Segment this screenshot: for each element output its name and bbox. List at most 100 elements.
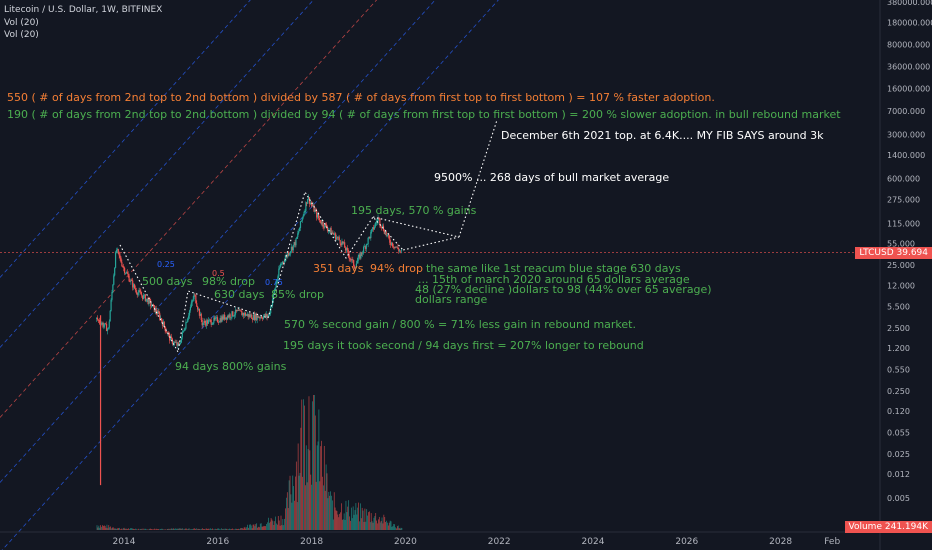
volume-bar <box>123 527 125 530</box>
volume-bar <box>127 529 129 530</box>
annotation-rebound-195[interactable]: 195 days it took second / 94 days first … <box>283 339 644 352</box>
volume-bar <box>304 405 305 530</box>
x-axis-tick-label: 2024 <box>582 537 605 547</box>
price-candle-body <box>142 295 145 299</box>
volume-bar <box>285 508 286 530</box>
volume-bar <box>171 528 173 530</box>
volume-bar <box>390 521 392 530</box>
volume-tag-value: 241.194K <box>884 522 928 532</box>
price-candle-body <box>276 280 278 284</box>
price-candle-body <box>133 284 136 289</box>
volume-bar <box>320 446 322 530</box>
price-candle-body <box>239 309 241 311</box>
price-candle-body <box>362 252 364 254</box>
volume-bar <box>342 519 344 530</box>
volume-bar <box>192 529 193 530</box>
annotation-dollars-range[interactable]: dollars range <box>415 293 488 306</box>
volume-bar <box>198 528 200 530</box>
volume-bar <box>292 475 294 530</box>
price-candle-body <box>299 221 302 229</box>
price-candle-body <box>350 259 352 261</box>
annotation-351-days[interactable]: 351 days <box>313 262 364 275</box>
y-axis-tick-label: 380000.000 <box>887 0 932 7</box>
price-candle-body <box>208 319 210 321</box>
price-candle-body <box>105 323 107 325</box>
price-candle-body <box>226 315 229 320</box>
fib-level-label: 0.25 <box>157 260 175 269</box>
fib-channel-line-0 <box>0 0 251 278</box>
volume-bar <box>248 527 249 530</box>
annotation-decline-range[interactable]: 48 (27% decline )dollars to 98 (44% over… <box>415 283 712 296</box>
volume-bar <box>101 526 102 530</box>
annotation-94-drop[interactable]: 94% drop <box>370 262 423 275</box>
volume-bar <box>387 522 388 530</box>
volume-bar <box>120 529 121 530</box>
volume-bar <box>181 528 183 530</box>
price-candle-body <box>117 249 119 252</box>
price-candle-body <box>286 255 288 257</box>
volume-indicator-2[interactable]: Vol (20) <box>4 30 39 40</box>
annotation-500-days[interactable]: 500 days <box>142 275 193 288</box>
volume-bar <box>383 514 385 530</box>
volume-bar <box>169 529 171 530</box>
fib-level-label: 0.75 <box>265 278 283 287</box>
price-candle-body <box>360 252 362 259</box>
price-candle-body <box>257 315 259 318</box>
price-candle-body <box>194 294 196 296</box>
volume-indicator-1[interactable]: Vol (20) <box>4 18 39 28</box>
price-candle-body <box>155 308 157 313</box>
price-candle-body <box>156 312 158 315</box>
volume-bar <box>245 528 247 530</box>
annotation-98-drop[interactable]: 98% drop <box>202 275 255 288</box>
price-candle-body <box>304 210 306 213</box>
volume-bar <box>362 510 364 530</box>
volume-bar <box>106 524 108 530</box>
annotation-second-gain[interactable]: 570 % second gain / 800 % = 71% less gai… <box>284 318 636 331</box>
price-candle-body <box>312 205 314 207</box>
price-candle-body <box>392 246 394 248</box>
price-candle-body <box>396 246 398 248</box>
volume-bar <box>395 527 396 530</box>
volume-bar <box>222 529 223 530</box>
price-candle-body <box>129 281 131 283</box>
annotation-orange-ratio[interactable]: 550 ( # of days from 2nd top to 2nd bott… <box>7 91 715 104</box>
volume-bar <box>276 523 277 530</box>
price-candle-body <box>177 342 179 346</box>
volume-bar <box>398 527 400 530</box>
annotation-green-ratio[interactable]: 190 ( # of days from 2nd top to 2nd bott… <box>7 108 841 121</box>
price-candle-body <box>192 298 194 301</box>
price-candle-body <box>147 298 149 304</box>
x-axis-tick-label: 2018 <box>300 537 323 547</box>
price-candle-body <box>314 210 316 212</box>
annotation-december-top[interactable]: December 6th 2021 top. at 6.4K.... MY FI… <box>501 129 824 142</box>
volume-bar <box>394 524 396 530</box>
annotation-march-2020[interactable]: ... 15th of march 2020 around 65 dollars… <box>418 273 690 286</box>
price-candle-body <box>151 305 153 307</box>
price-candle-body <box>265 314 267 317</box>
price-candle-body <box>188 310 191 316</box>
volume-bar <box>197 528 199 530</box>
volume-bar <box>275 516 276 530</box>
annotation-630-days[interactable]: 630 days <box>214 288 265 301</box>
annotation-reacum[interactable]: the same like 1st reacum blue stage 630 … <box>426 262 681 275</box>
annotation-195-days[interactable]: 195 days, 570 % gains <box>351 204 477 217</box>
volume-bar <box>369 522 371 530</box>
annotation-94-days-gains[interactable]: 94 days 800% gains <box>175 360 287 373</box>
volume-bar <box>401 528 403 530</box>
price-candle-body <box>243 312 246 316</box>
volume-bar <box>174 528 175 530</box>
volume-bar <box>132 528 134 530</box>
price-candle-body <box>137 292 139 295</box>
annotation-bull-average[interactable]: 9500% ... 268 days of bull market averag… <box>434 171 670 184</box>
price-candle-body <box>100 323 102 325</box>
price-candle-body <box>195 295 197 304</box>
price-candle-body <box>346 247 348 251</box>
annotation-85-drop[interactable]: 85% drop <box>271 288 324 301</box>
y-axis-tick-label: 1400.000 <box>887 151 925 160</box>
volume-bar <box>324 490 326 530</box>
y-axis-tick-label: 1.200 <box>887 344 910 353</box>
price-candle-body <box>183 330 185 332</box>
price-candle-body <box>186 322 188 323</box>
volume-bar <box>343 513 345 530</box>
